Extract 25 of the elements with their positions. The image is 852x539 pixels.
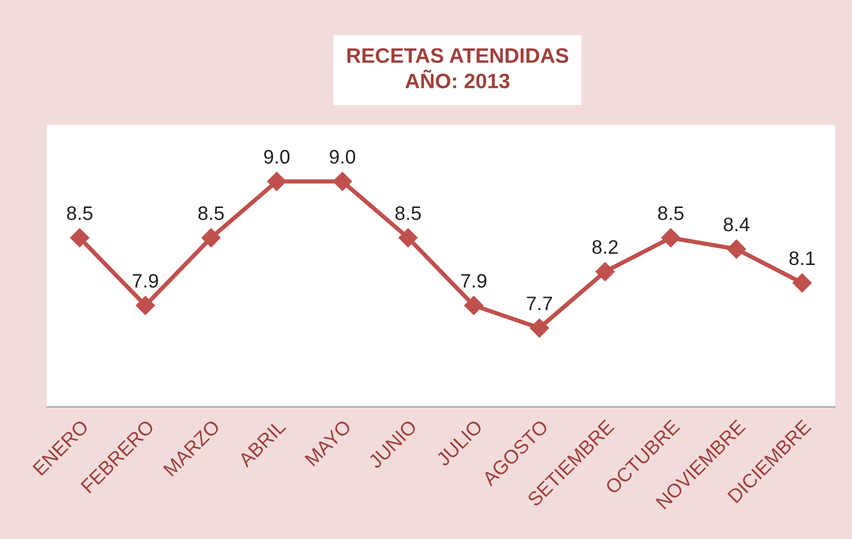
- point: [530, 318, 549, 338]
- data-label: 7.9: [461, 274, 486, 288]
- data-label: 8.5: [658, 206, 684, 220]
- data-label: 8.5: [198, 206, 224, 220]
- data-label: 8.2: [592, 240, 618, 254]
- point: [464, 296, 484, 315]
- point: [202, 228, 221, 248]
- data-label: 8.1: [789, 251, 815, 266]
- data-label: 8.5: [395, 206, 421, 220]
- data-label: 8.4: [724, 218, 750, 232]
- data-label: 9.0: [264, 150, 290, 164]
- point: [726, 240, 746, 259]
- data-label: 8.5: [67, 206, 92, 220]
- point: [596, 262, 615, 282]
- point: [661, 228, 680, 248]
- point: [398, 228, 418, 248]
- point: [792, 273, 812, 292]
- chart-title: RECETAS ATENDIDAS AÑO: 2013: [347, 48, 568, 88]
- point: [136, 296, 155, 315]
- point: [332, 172, 352, 191]
- data-label: 7.7: [526, 296, 552, 310]
- data-label: 9.0: [330, 150, 356, 164]
- point: [267, 172, 286, 191]
- data-label: 7.9: [132, 274, 158, 288]
- point: [70, 228, 90, 248]
